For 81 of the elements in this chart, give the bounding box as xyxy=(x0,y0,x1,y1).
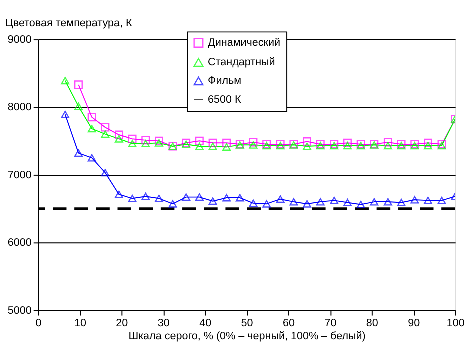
point xyxy=(222,143,232,151)
point xyxy=(208,198,218,206)
point xyxy=(424,138,432,148)
point xyxy=(290,198,298,206)
point xyxy=(384,142,392,150)
x-tick-label: 100 xyxy=(446,318,465,330)
point xyxy=(128,134,137,144)
point xyxy=(303,138,312,146)
point xyxy=(424,142,432,150)
point xyxy=(88,113,96,122)
y-tick-label: 7000 xyxy=(8,169,32,182)
point xyxy=(142,140,150,148)
point xyxy=(384,138,392,147)
point xyxy=(195,136,204,146)
point xyxy=(356,201,366,208)
point xyxy=(397,198,406,206)
point xyxy=(384,198,392,206)
point xyxy=(88,125,96,133)
point xyxy=(114,130,124,140)
point xyxy=(154,194,164,202)
point xyxy=(74,102,83,110)
y-tick-label: 9000 xyxy=(8,34,32,46)
point xyxy=(114,190,124,198)
x-tick-label: 90 xyxy=(408,318,420,330)
point xyxy=(195,194,204,202)
x-tick-label: 10 xyxy=(74,318,86,330)
point xyxy=(74,80,83,90)
point xyxy=(74,150,83,158)
point xyxy=(114,135,124,143)
point xyxy=(276,196,285,204)
point xyxy=(128,140,137,148)
point xyxy=(249,141,258,149)
y-tick-label: 5000 xyxy=(8,304,32,317)
x-tick-label: 70 xyxy=(324,318,337,330)
x-tick-label: 50 xyxy=(241,318,254,330)
x-tick-label: 80 xyxy=(366,318,378,330)
point xyxy=(303,200,312,208)
point xyxy=(128,194,137,202)
point xyxy=(142,192,150,200)
point xyxy=(370,198,379,206)
legend-label: Стандартный xyxy=(208,56,276,69)
point xyxy=(344,198,352,206)
y-axis-title: Цветовая температура, К xyxy=(5,17,133,30)
legend-label: Фильм xyxy=(208,75,242,88)
point xyxy=(222,194,232,202)
point xyxy=(101,123,110,132)
point xyxy=(208,142,218,150)
point xyxy=(316,198,325,206)
legend-label: Динамический xyxy=(208,36,281,49)
point xyxy=(182,194,191,202)
point xyxy=(438,196,446,204)
legend-label: 6500 К xyxy=(208,94,242,106)
point xyxy=(88,154,96,162)
point xyxy=(236,194,244,202)
point xyxy=(344,138,352,148)
x-tick-label: 40 xyxy=(200,318,212,330)
x-tick-label: 60 xyxy=(283,318,295,330)
point xyxy=(410,196,420,204)
y-tick-label: 8000 xyxy=(8,102,32,114)
point xyxy=(195,142,204,150)
point xyxy=(61,110,70,118)
point xyxy=(222,138,232,148)
point xyxy=(101,130,110,138)
point xyxy=(330,196,339,204)
x-tick-label: 20 xyxy=(116,318,128,330)
point xyxy=(101,169,110,177)
point xyxy=(303,142,312,150)
point xyxy=(249,138,258,147)
point xyxy=(424,196,432,204)
point xyxy=(249,200,258,208)
point xyxy=(168,200,178,208)
y-tick-label: 6000 xyxy=(8,237,32,250)
x-tick-label: 30 xyxy=(158,318,170,330)
x-axis-title: Шкала серого, % (0% – черный, 100% – белый) xyxy=(128,330,366,342)
point xyxy=(262,200,272,208)
x-tick-label: 0 xyxy=(36,318,42,330)
point xyxy=(61,77,70,85)
point xyxy=(154,139,164,147)
point xyxy=(142,136,150,145)
point xyxy=(344,142,352,150)
point xyxy=(208,138,218,148)
